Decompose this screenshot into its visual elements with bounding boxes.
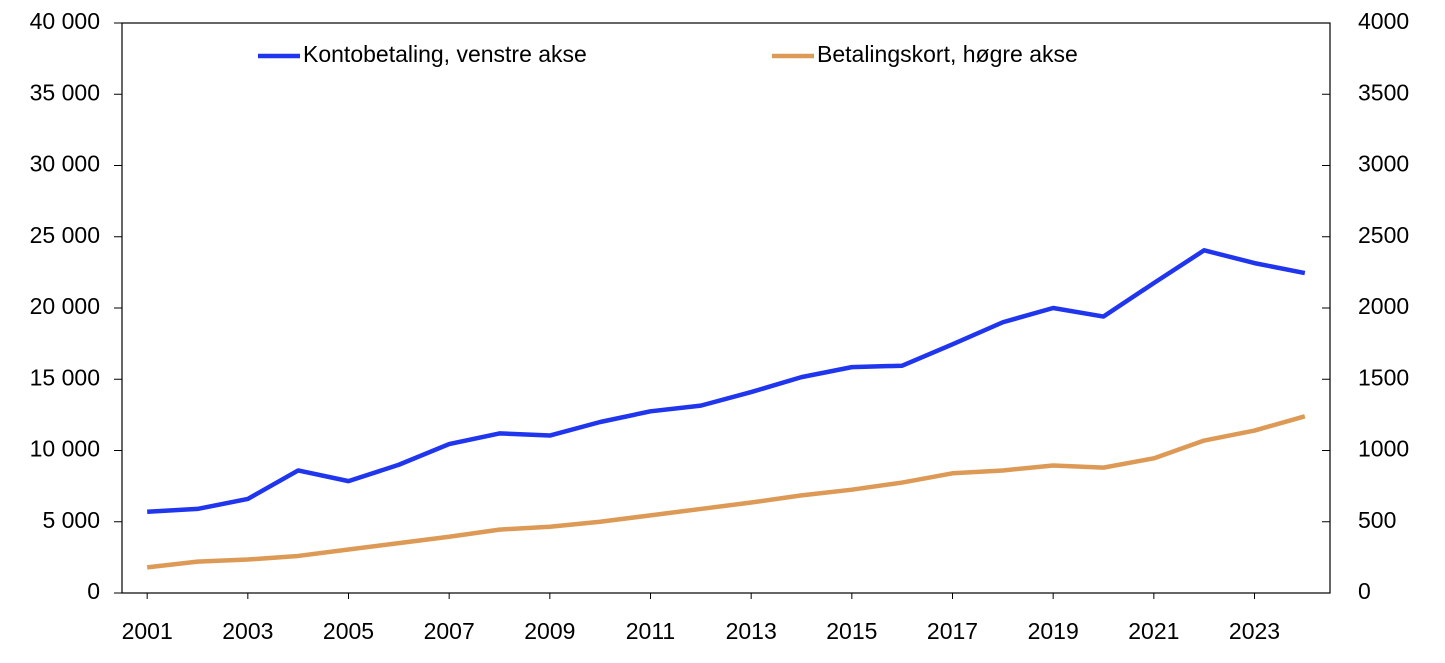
y2-tick-label: 3000 [1358, 151, 1409, 177]
legend-label: Betalingskort, høgre akse [817, 41, 1078, 67]
x-tick-label: 2011 [626, 618, 675, 644]
y2-tick-label: 1500 [1358, 364, 1409, 390]
y2-tick-label: 0 [1358, 578, 1371, 604]
x-tick-label: 2007 [424, 618, 475, 644]
x-tick-label: 2017 [927, 618, 978, 644]
x-tick-label: 2003 [222, 618, 273, 644]
series-line [146, 414, 1306, 570]
x-tick-label: 2001 [122, 618, 173, 644]
x-tick-label: 2005 [323, 618, 374, 644]
legend-label: Kontobetaling, venstre akse [303, 41, 587, 67]
x-tick-label: 2023 [1229, 618, 1280, 644]
y-tick-label: 10 000 [30, 436, 100, 462]
y2-tick-label: 2500 [1358, 222, 1409, 248]
y-tick-label: 30 000 [30, 151, 100, 177]
x-tick-label: 2013 [726, 618, 777, 644]
y2-tick-label: 500 [1358, 507, 1396, 533]
y2-tick-label: 1000 [1358, 436, 1409, 462]
x-tick-label: 2009 [524, 618, 575, 644]
x-tick-label: 2019 [1028, 618, 1079, 644]
y-tick-label: 25 000 [30, 222, 100, 248]
series-line [147, 248, 1306, 515]
y2-tick-label: 3500 [1358, 79, 1409, 105]
y-tick-label: 40 000 [30, 8, 100, 34]
y2-tick-label: 2000 [1358, 293, 1409, 319]
y-tick-label: 35 000 [30, 79, 100, 105]
y-tick-label: 0 [87, 578, 100, 604]
y-tick-label: 20 000 [30, 293, 100, 319]
y-tick-label: 15 000 [30, 364, 100, 390]
x-tick-label: 2021 [1128, 618, 1179, 644]
x-tick-label: 2015 [826, 618, 877, 644]
y2-tick-label: 4000 [1358, 8, 1409, 34]
y-tick-label: 5 000 [42, 507, 100, 533]
